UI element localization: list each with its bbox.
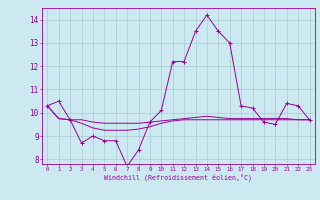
X-axis label: Windchill (Refroidissement éolien,°C): Windchill (Refroidissement éolien,°C) <box>104 174 252 181</box>
